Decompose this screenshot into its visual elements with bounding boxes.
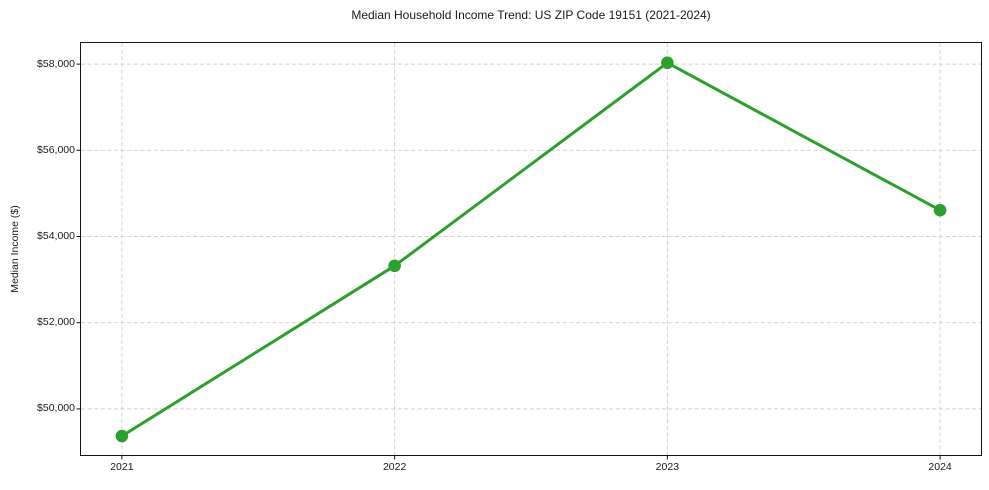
x-tick-label: 2022 <box>382 461 407 473</box>
chart-title: Median Household Income Trend: US ZIP Co… <box>351 8 711 22</box>
y-tick-label: $58,000 <box>37 57 75 70</box>
data-point-marker <box>933 203 947 217</box>
x-tick-label: 2021 <box>110 461 134 473</box>
y-tick-label: $52,000 <box>37 316 75 329</box>
data-point-marker <box>388 259 401 273</box>
plot-area-border <box>80 42 982 456</box>
data-point-marker <box>661 56 674 70</box>
data-point-marker <box>115 429 129 443</box>
y-axis: Median Income ($) <box>7 43 23 455</box>
y-tick-label: $50,000 <box>37 402 75 415</box>
y-tick-label: $56,000 <box>37 143 75 156</box>
y-tick-label: $54,000 <box>37 230 75 242</box>
plot-area <box>76 43 981 460</box>
x-tick-label: 2023 <box>655 461 680 473</box>
y-axis-label: Median Income ($) <box>9 205 21 293</box>
income-trend-line <box>121 61 941 438</box>
x-tick-label: 2024 <box>928 461 952 473</box>
